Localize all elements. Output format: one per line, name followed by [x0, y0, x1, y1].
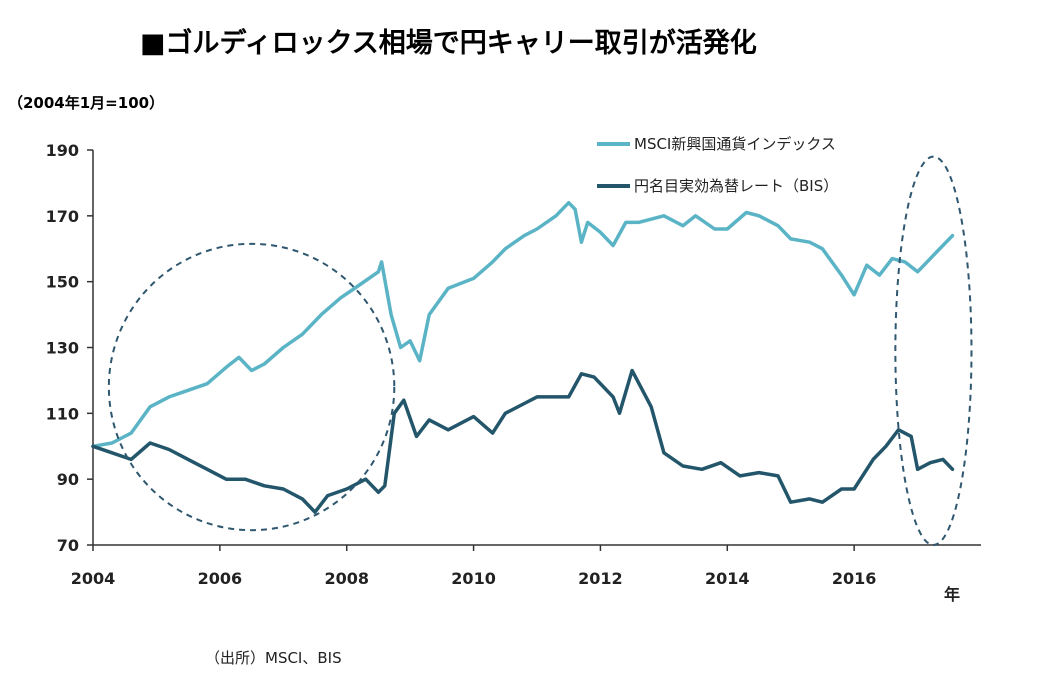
chart-title: ■ゴルディロックス相場で円キャリー取引が活発化 — [140, 27, 757, 59]
highlight-ellipses — [107, 155, 973, 546]
x-tick-label: 2016 — [832, 569, 877, 588]
legend-label-yen: 円名目実効為替レート（BIS） — [634, 177, 838, 195]
y-tick-label: 110 — [46, 404, 79, 423]
x-tick-label: 2004 — [71, 569, 116, 588]
x-axis-label: 年 — [944, 585, 960, 604]
legend-label-msci: MSCI新興国通貨インデックス — [634, 135, 836, 153]
y-tick-labels: 70 90 110 130 150 170 190 — [46, 141, 79, 555]
y-tick-label: 70 — [57, 536, 79, 555]
highlight-ellipse-0 — [107, 242, 396, 532]
x-tick-label: 2012 — [578, 569, 623, 588]
y-tick-label: 190 — [46, 141, 79, 160]
x-tick-label: 2008 — [324, 569, 369, 588]
series-lines — [91, 200, 955, 514]
x-tick-label: 2014 — [705, 569, 750, 588]
series-line-0 — [91, 200, 955, 449]
y-tick-label: 170 — [46, 207, 79, 226]
highlight-ellipse-1 — [894, 155, 973, 546]
unit-label: （2004年1月=100） — [8, 94, 164, 112]
x-tick-label: 2010 — [451, 569, 496, 588]
axes — [87, 149, 981, 551]
y-tick-label: 130 — [46, 339, 79, 358]
x-tick-label: 2006 — [198, 569, 243, 588]
y-tick-label: 150 — [46, 273, 79, 292]
source-note: （出所）MSCI、BIS — [205, 649, 342, 667]
x-tick-labels: 2004 2006 2008 2010 2012 2014 2016 — [71, 569, 877, 588]
legend: MSCI新興国通貨インデックス 円名目実効為替レート（BIS） — [597, 135, 838, 195]
series-line-1 — [91, 368, 955, 514]
y-tick-label: 90 — [57, 470, 79, 489]
